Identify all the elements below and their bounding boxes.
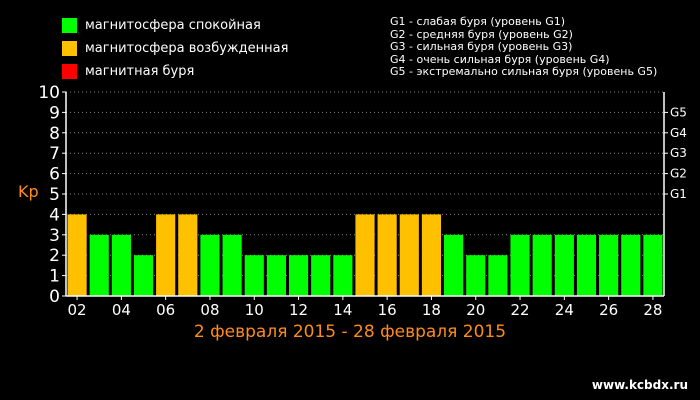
x-tick-label-14: 14 <box>333 301 352 319</box>
legend-label-disturbed: магнитосфера возбужденная <box>85 41 289 56</box>
legend: магнитосфера спокойная магнитосфера возб… <box>62 14 288 83</box>
legend-label-storm: магнитная буря <box>85 64 195 79</box>
bar-19 <box>444 234 464 296</box>
x-tick-label-26: 26 <box>599 301 618 319</box>
y-tick-label-6: 6 <box>49 165 60 185</box>
legend-swatch-disturbed <box>62 41 77 56</box>
x-tick-label-20: 20 <box>466 301 485 319</box>
legend-item-disturbed: магнитосфера возбужденная <box>62 37 288 60</box>
bar-05 <box>133 255 154 296</box>
bar-25 <box>576 234 597 296</box>
legend-swatch-storm <box>62 64 77 79</box>
right-axis-label-g2: G2 <box>670 167 687 181</box>
site-watermark: www.kcbdx.ru <box>591 378 688 392</box>
x-tick-label-08: 08 <box>200 301 219 319</box>
x-tick-label-12: 12 <box>289 301 308 319</box>
bar-10 <box>244 255 264 296</box>
right-axis-label-g1: G1 <box>670 187 687 201</box>
y-tick-label-10: 10 <box>38 83 60 103</box>
bar-28 <box>643 234 663 296</box>
bar-07 <box>178 214 198 296</box>
bar-06 <box>156 214 176 296</box>
bar-03 <box>89 234 109 296</box>
x-tick-label-18: 18 <box>422 301 441 319</box>
right-axis-label-g5: G5 <box>670 105 687 119</box>
y-tick-label-4: 4 <box>49 205 60 225</box>
storm-level-g3: G3 - сильная буря (уровень G3) <box>390 40 573 53</box>
y-tick-label-2: 2 <box>49 246 60 266</box>
legend-item-storm: магнитная буря <box>62 60 288 83</box>
right-axis-label-g4: G4 <box>670 126 687 140</box>
x-tick-label-28: 28 <box>643 301 662 319</box>
y-tick-label-1: 1 <box>49 267 60 287</box>
bar-23 <box>532 234 552 296</box>
x-tick-label-24: 24 <box>555 301 574 319</box>
y-tick-label-9: 9 <box>49 103 60 123</box>
bar-20 <box>466 255 486 296</box>
date-range-label: 2 февраля 2015 - 28 февраля 2015 <box>193 322 507 342</box>
y-tick-label-8: 8 <box>49 124 60 144</box>
bar-08 <box>200 234 220 296</box>
bar-09 <box>222 234 242 296</box>
bar-12 <box>288 255 309 296</box>
bar-27 <box>621 234 641 296</box>
x-tick-label-04: 04 <box>112 301 131 319</box>
bar-15 <box>355 214 375 296</box>
bar-21 <box>488 255 508 296</box>
y-tick-label-7: 7 <box>49 144 60 164</box>
x-tick-label-02: 02 <box>68 301 87 319</box>
storm-level-g4: G4 - очень сильная буря (уровень G4) <box>390 52 610 66</box>
y-axis-title: Kp <box>18 182 39 201</box>
right-axis-label-g3: G3 <box>670 146 687 160</box>
storm-level-descriptions: G1 - слабая буря (уровень G1) G2 - средн… <box>390 15 658 79</box>
x-tick-label-06: 06 <box>156 301 175 319</box>
y-tick-label-5: 5 <box>49 185 60 205</box>
x-tick-label-16: 16 <box>378 301 397 319</box>
bar-22 <box>510 234 530 296</box>
storm-level-g5: G5 - экстремально сильная буря (уровень … <box>390 65 658 78</box>
bar-16 <box>377 214 397 296</box>
bar-02 <box>67 214 87 296</box>
legend-item-quiet: магнитосфера спокойная <box>62 14 288 37</box>
bar-17 <box>399 214 419 296</box>
legend-swatch-quiet <box>62 18 77 33</box>
bar-24 <box>554 234 574 296</box>
bar-13 <box>311 255 331 296</box>
y-tick-label-0: 0 <box>49 287 60 307</box>
storm-level-g2: G2 - средняя буря (уровень G2) <box>390 27 573 41</box>
bar-11 <box>266 255 286 296</box>
x-tick-label-10: 10 <box>245 301 264 319</box>
bar-04 <box>111 234 131 296</box>
storm-level-g1: G1 - слабая буря (уровень G1) <box>390 15 566 28</box>
y-tick-label-3: 3 <box>49 226 60 246</box>
bar-14 <box>333 255 353 296</box>
bar-26 <box>599 234 619 296</box>
x-tick-label-22: 22 <box>510 301 529 319</box>
legend-label-quiet: магнитосфера спокойная <box>85 18 261 33</box>
bar-18 <box>421 214 442 296</box>
